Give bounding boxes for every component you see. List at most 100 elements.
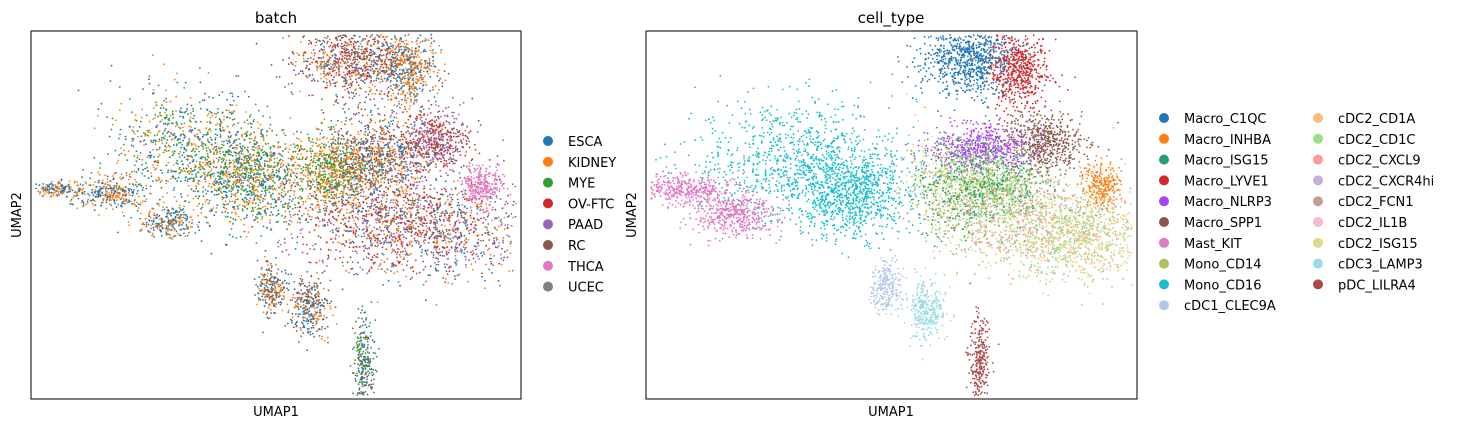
data-point <box>241 164 244 167</box>
data-point <box>437 135 440 138</box>
data-point <box>133 170 136 173</box>
data-point <box>451 96 454 99</box>
data-point <box>358 186 360 188</box>
data-point <box>193 143 196 146</box>
data-point <box>445 160 448 162</box>
data-point <box>165 89 168 92</box>
data-point <box>222 151 224 153</box>
data-point <box>130 144 133 147</box>
data-point <box>238 203 241 206</box>
data-point <box>246 169 249 171</box>
data-point <box>174 125 177 128</box>
data-point <box>364 66 367 68</box>
data-point <box>405 56 408 58</box>
data-point <box>404 46 407 48</box>
data-point <box>278 159 281 162</box>
data-point <box>181 144 184 146</box>
data-point <box>459 154 462 156</box>
data-point <box>257 173 260 176</box>
data-point <box>455 141 457 144</box>
data-point <box>400 54 403 57</box>
data-point <box>258 183 261 186</box>
data-point <box>158 140 161 143</box>
data-point <box>266 201 269 204</box>
data-point <box>181 111 183 114</box>
data-point <box>179 150 182 153</box>
data-point <box>419 76 422 79</box>
data-point <box>196 182 199 185</box>
data-point <box>462 101 465 104</box>
data-point <box>410 68 413 71</box>
data-point <box>111 117 114 120</box>
data-point <box>445 120 448 123</box>
data-point <box>250 126 253 129</box>
data-point <box>285 165 288 168</box>
data-point <box>164 127 167 130</box>
data-point <box>398 181 401 184</box>
data-point <box>264 187 267 190</box>
data-point <box>304 51 307 54</box>
data-point <box>316 80 319 82</box>
data-point <box>436 75 439 77</box>
data-point <box>417 37 419 40</box>
data-point <box>300 131 303 134</box>
data-point <box>428 141 431 144</box>
data-point <box>304 158 307 161</box>
data-point <box>186 103 189 106</box>
data-point <box>294 74 297 76</box>
data-point <box>323 67 326 70</box>
data-point <box>404 108 407 111</box>
data-point <box>352 193 354 196</box>
data-point <box>395 174 398 177</box>
data-point <box>190 170 193 173</box>
data-point <box>320 129 323 132</box>
data-point <box>352 199 355 202</box>
data-point <box>424 176 427 179</box>
data-point <box>306 150 309 153</box>
data-point <box>375 197 378 199</box>
data-point <box>247 155 250 157</box>
data-point <box>455 117 458 120</box>
data-point <box>401 71 404 73</box>
data-point <box>250 192 253 194</box>
data-point <box>364 125 367 127</box>
data-point <box>372 50 375 53</box>
data-point <box>216 150 219 153</box>
data-point <box>396 123 398 126</box>
data-point <box>277 163 279 166</box>
data-point <box>424 153 427 156</box>
data-point <box>362 50 365 53</box>
data-point <box>319 133 322 135</box>
data-point <box>114 119 117 122</box>
data-point <box>357 157 360 160</box>
data-point <box>298 54 300 56</box>
data-point <box>343 61 346 64</box>
data-point <box>163 149 166 152</box>
data-point <box>222 185 225 188</box>
data-point <box>276 161 279 164</box>
data-point <box>436 153 439 156</box>
data-point <box>374 61 377 64</box>
data-point <box>270 176 273 179</box>
data-point <box>191 129 194 132</box>
data-point <box>382 54 385 56</box>
data-point <box>261 216 264 219</box>
data-point <box>172 152 175 155</box>
data-point <box>239 178 242 181</box>
data-point <box>369 167 372 169</box>
data-point <box>395 97 398 100</box>
data-point <box>207 157 210 159</box>
data-point <box>166 124 169 126</box>
data-point <box>417 71 420 74</box>
data-point <box>352 51 355 54</box>
data-point <box>394 87 397 89</box>
data-point <box>258 145 260 147</box>
data-point <box>433 141 436 144</box>
data-point <box>451 139 453 142</box>
data-point <box>241 185 244 188</box>
data-point <box>428 62 431 64</box>
data-point <box>387 86 390 88</box>
data-point <box>342 173 345 176</box>
data-point <box>257 195 260 197</box>
data-point <box>302 72 305 75</box>
